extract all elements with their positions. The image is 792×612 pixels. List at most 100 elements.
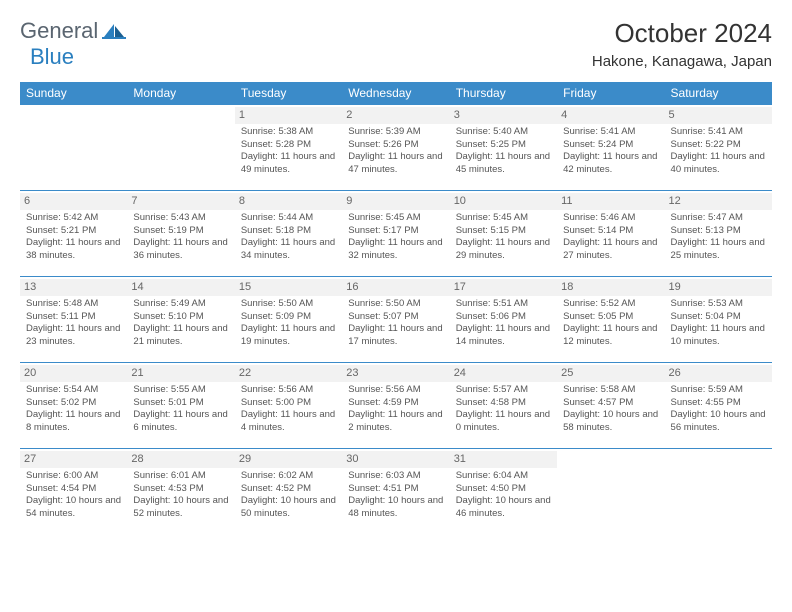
day-number: 16 <box>342 279 449 296</box>
day-number: 2 <box>342 107 449 124</box>
day-info: Sunrise: 5:55 AMSunset: 5:01 PMDaylight:… <box>133 384 228 435</box>
calendar-day-cell: 13Sunrise: 5:48 AMSunset: 5:11 PMDayligh… <box>20 277 127 363</box>
day-number: 31 <box>450 451 557 468</box>
brand-sail-icon <box>102 22 126 40</box>
day-number: 10 <box>450 193 557 210</box>
calendar-day-cell: 31 Sunrise: 6:04 AMSunset: 4:50 PMDayligh… <box>450 449 557 535</box>
calendar-day-cell: 25Sunrise: 5:58 AMSunset: 4:57 PMDayligh… <box>557 363 664 449</box>
weekday-header-row: SundayMondayTuesdayWednesdayThursdayFrid… <box>20 82 772 105</box>
day-number: 13 <box>20 279 127 296</box>
weekday-header: Monday <box>127 82 234 105</box>
day-info: Sunrise: 5:41 AMSunset: 5:22 PMDaylight:… <box>671 126 766 177</box>
calendar-day-cell: 30 Sunrise: 6:03 AMSunset: 4:51 PMDayligh… <box>342 449 449 535</box>
calendar-week-row: ..1Sunrise: 5:38 AMSunset: 5:28 PMDaylig… <box>20 105 772 191</box>
weekday-header: Sunday <box>20 82 127 105</box>
day-number: 19 <box>665 279 772 296</box>
weekday-header: Saturday <box>665 82 772 105</box>
day-info: Sunrise: 6:04 AMSunset: 4:50 PMDaylight:… <box>456 470 551 521</box>
calendar-day-cell: 4 Sunrise: 5:41 AMSunset: 5:24 PMDaylight… <box>557 105 664 191</box>
calendar-day-cell: 14Sunrise: 5:49 AMSunset: 5:10 PMDayligh… <box>127 277 234 363</box>
day-info: Sunrise: 5:46 AMSunset: 5:14 PMDaylight:… <box>563 212 658 263</box>
day-number: 12 <box>665 193 772 210</box>
day-info: Sunrise: 5:41 AMSunset: 5:24 PMDaylight:… <box>563 126 658 177</box>
calendar-day-cell: 29 Sunrise: 6:02 AMSunset: 4:52 PMDayligh… <box>235 449 342 535</box>
day-info: Sunrise: 6:03 AMSunset: 4:51 PMDaylight:… <box>348 470 443 521</box>
weekday-header: Thursday <box>450 82 557 105</box>
weekday-header: Wednesday <box>342 82 449 105</box>
day-number: 24 <box>450 365 557 382</box>
day-number: 5 <box>665 107 772 124</box>
calendar-day-cell: 26 Sunrise: 5:59 AMSunset: 4:55 PMDayligh… <box>665 363 772 449</box>
calendar-day-cell: 19 Sunrise: 5:53 AMSunset: 5:04 PMDayligh… <box>665 277 772 363</box>
calendar-day-cell: . <box>665 449 772 535</box>
day-number: 3 <box>450 107 557 124</box>
calendar-week-row: 13Sunrise: 5:48 AMSunset: 5:11 PMDayligh… <box>20 277 772 363</box>
day-info: Sunrise: 5:51 AMSunset: 5:06 PMDaylight:… <box>456 298 551 349</box>
brand-logo: General <box>20 18 128 44</box>
calendar-day-cell: 12 Sunrise: 5:47 AMSunset: 5:13 PMDayligh… <box>665 191 772 277</box>
day-number: 7 <box>127 193 234 210</box>
day-info: Sunrise: 5:59 AMSunset: 4:55 PMDaylight:… <box>671 384 766 435</box>
day-number: 30 <box>342 451 449 468</box>
calendar-day-cell: 9Sunrise: 5:45 AMSunset: 5:17 PMDaylight… <box>342 191 449 277</box>
calendar-day-cell: 11 Sunrise: 5:46 AMSunset: 5:14 PMDayligh… <box>557 191 664 277</box>
day-info: Sunrise: 5:38 AMSunset: 5:28 PMDaylight:… <box>241 126 336 177</box>
day-info: Sunrise: 5:39 AMSunset: 5:26 PMDaylight:… <box>348 126 443 177</box>
day-number: 6 <box>20 193 127 210</box>
day-number: 27 <box>20 451 127 468</box>
day-info: Sunrise: 6:01 AMSunset: 4:53 PMDaylight:… <box>133 470 228 521</box>
day-number: 8 <box>235 193 342 210</box>
header: General October 2024 Hakone, Kanagawa, J… <box>20 18 772 70</box>
calendar-day-cell: 18Sunrise: 5:52 AMSunset: 5:05 PMDayligh… <box>557 277 664 363</box>
day-info: Sunrise: 5:50 AMSunset: 5:07 PMDaylight:… <box>348 298 443 349</box>
calendar-day-cell: . <box>557 449 664 535</box>
weekday-header: Tuesday <box>235 82 342 105</box>
calendar-day-cell: . <box>127 105 234 191</box>
calendar-day-cell: 21Sunrise: 5:55 AMSunset: 5:01 PMDayligh… <box>127 363 234 449</box>
day-info: Sunrise: 6:02 AMSunset: 4:52 PMDaylight:… <box>241 470 336 521</box>
day-info: Sunrise: 5:40 AMSunset: 5:25 PMDaylight:… <box>456 126 551 177</box>
day-info: Sunrise: 5:53 AMSunset: 5:04 PMDaylight:… <box>671 298 766 349</box>
day-number: 4 <box>557 107 664 124</box>
location-text: Hakone, Kanagawa, Japan <box>592 53 772 70</box>
day-info: Sunrise: 5:49 AMSunset: 5:10 PMDaylight:… <box>133 298 228 349</box>
day-info: Sunrise: 6:00 AMSunset: 4:54 PMDaylight:… <box>26 470 121 521</box>
title-block: October 2024 Hakone, Kanagawa, Japan <box>592 18 772 70</box>
day-number: 15 <box>235 279 342 296</box>
day-info: Sunrise: 5:45 AMSunset: 5:15 PMDaylight:… <box>456 212 551 263</box>
calendar-day-cell: 24 Sunrise: 5:57 AMSunset: 4:58 PMDayligh… <box>450 363 557 449</box>
day-info: Sunrise: 5:42 AMSunset: 5:21 PMDaylight:… <box>26 212 121 263</box>
day-info: Sunrise: 5:57 AMSunset: 4:58 PMDaylight:… <box>456 384 551 435</box>
day-info: Sunrise: 5:54 AMSunset: 5:02 PMDaylight:… <box>26 384 121 435</box>
day-number: 26 <box>665 365 772 382</box>
day-info: Sunrise: 5:45 AMSunset: 5:17 PMDaylight:… <box>348 212 443 263</box>
calendar-day-cell: 5 Sunrise: 5:41 AMSunset: 5:22 PMDaylight… <box>665 105 772 191</box>
calendar-day-cell: 8 Sunrise: 5:44 AMSunset: 5:18 PMDaylight… <box>235 191 342 277</box>
brand-general: General <box>20 18 98 44</box>
weekday-header: Friday <box>557 82 664 105</box>
calendar-day-cell: 15 Sunrise: 5:50 AMSunset: 5:09 PMDayligh… <box>235 277 342 363</box>
calendar-day-cell: 23Sunrise: 5:56 AMSunset: 4:59 PMDayligh… <box>342 363 449 449</box>
calendar-day-cell: 10 Sunrise: 5:45 AMSunset: 5:15 PMDayligh… <box>450 191 557 277</box>
calendar-table: SundayMondayTuesdayWednesdayThursdayFrid… <box>20 82 772 535</box>
calendar-day-cell: 22Sunrise: 5:56 AMSunset: 5:00 PMDayligh… <box>235 363 342 449</box>
day-info: Sunrise: 5:56 AMSunset: 5:00 PMDaylight:… <box>241 384 336 435</box>
page-title: October 2024 <box>592 18 772 49</box>
calendar-day-cell: 6 Sunrise: 5:42 AMSunset: 5:21 PMDaylight… <box>20 191 127 277</box>
day-info: Sunrise: 5:50 AMSunset: 5:09 PMDaylight:… <box>241 298 336 349</box>
calendar-day-cell: . <box>20 105 127 191</box>
brand-blue: Blue <box>30 44 74 69</box>
day-number: 11 <box>557 193 664 210</box>
day-info: Sunrise: 5:47 AMSunset: 5:13 PMDaylight:… <box>671 212 766 263</box>
calendar-week-row: 6 Sunrise: 5:42 AMSunset: 5:21 PMDaylight… <box>20 191 772 277</box>
day-number: 23 <box>342 365 449 382</box>
day-number: 20 <box>20 365 127 382</box>
day-number: 29 <box>235 451 342 468</box>
calendar-week-row: 20 Sunrise: 5:54 AMSunset: 5:02 PMDayligh… <box>20 363 772 449</box>
day-number: 25 <box>557 365 664 382</box>
calendar-day-cell: 20 Sunrise: 5:54 AMSunset: 5:02 PMDayligh… <box>20 363 127 449</box>
calendar-week-row: 27 Sunrise: 6:00 AMSunset: 4:54 PMDayligh… <box>20 449 772 535</box>
calendar-day-cell: 7Sunrise: 5:43 AMSunset: 5:19 PMDaylight… <box>127 191 234 277</box>
day-info: Sunrise: 5:44 AMSunset: 5:18 PMDaylight:… <box>241 212 336 263</box>
calendar-day-cell: 27 Sunrise: 6:00 AMSunset: 4:54 PMDayligh… <box>20 449 127 535</box>
